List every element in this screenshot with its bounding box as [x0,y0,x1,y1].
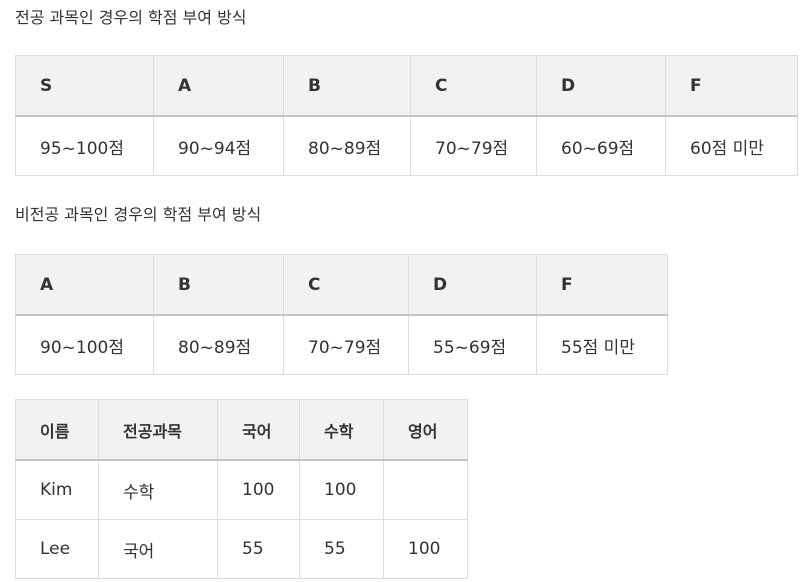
score-range-a: 90~100점 [15,314,154,375]
table-header-row: A B C D F [15,254,668,316]
score-range-c: 70~79점 [410,115,537,176]
grade-header-b: B [283,55,411,117]
table-row: 95~100점 90~94점 80~89점 70~79점 60~69점 60점 … [15,115,798,176]
student-major: 수학 [98,459,218,520]
math-score: 55 [299,519,384,579]
grade-header-d: D [408,254,537,316]
score-range-d: 60~69점 [536,115,666,176]
grade-header-c: C [283,254,409,316]
major-grading-caption: 전공 과목인 경우의 학점 부여 방식 [15,8,247,27]
header-english: 영어 [383,399,468,461]
grade-header-b: B [153,254,284,316]
header-major-subject: 전공과목 [98,399,218,461]
grade-header-d: D [536,55,666,117]
grade-header-s: S [15,55,154,117]
table-row: Kim 수학 100 100 [15,459,468,520]
score-range-b: 80~89점 [153,314,284,375]
major-grading-table: S A B C D F 95~100점 90~94점 80~89점 70~79점… [15,55,798,176]
header-korean: 국어 [217,399,300,461]
table-row: Lee 국어 55 55 100 [15,519,468,579]
nonmajor-grading-table: A B C D F 90~100점 80~89점 70~79점 55~69점 5… [15,254,668,375]
score-range-d: 55~69점 [408,314,537,375]
grade-header-f: F [536,254,668,316]
student-name: Kim [15,459,99,520]
score-range-a: 90~94점 [153,115,284,176]
header-name: 이름 [15,399,99,461]
grade-header-a: A [153,55,284,117]
grade-header-c: C [410,55,537,117]
table-row: 90~100점 80~89점 70~79점 55~69점 55점 미만 [15,314,668,375]
korean-score: 100 [217,459,300,520]
score-range-c: 70~79점 [283,314,409,375]
english-score [383,459,468,520]
header-math: 수학 [299,399,384,461]
student-scores-table: 이름 전공과목 국어 수학 영어 Kim 수학 100 100 Lee 국어 5… [15,399,468,579]
score-range-f: 60점 미만 [665,115,798,176]
grade-header-a: A [15,254,154,316]
student-name: Lee [15,519,99,579]
grade-header-f: F [665,55,798,117]
score-range-s: 95~100점 [15,115,154,176]
table-header-row: S A B C D F [15,55,798,117]
table-header-row: 이름 전공과목 국어 수학 영어 [15,399,468,461]
score-range-f: 55점 미만 [536,314,668,375]
korean-score: 55 [217,519,300,579]
nonmajor-grading-caption: 비전공 과목인 경우의 학점 부여 방식 [15,205,262,224]
english-score: 100 [383,519,468,579]
score-range-b: 80~89점 [283,115,411,176]
math-score: 100 [299,459,384,520]
student-major: 국어 [98,519,218,579]
